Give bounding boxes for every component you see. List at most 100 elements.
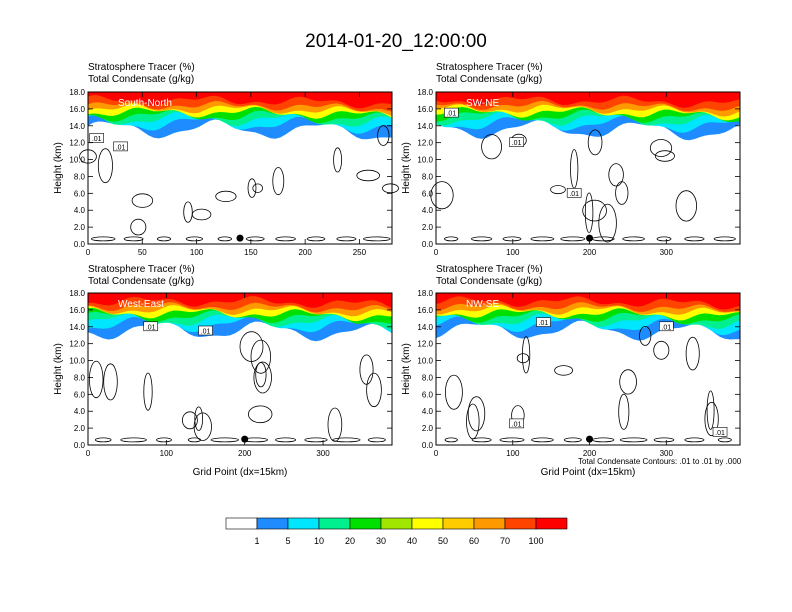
colorbar-label: 40	[407, 536, 417, 546]
colorbar-swatch	[225, 517, 258, 530]
contour-line	[377, 125, 390, 146]
y-tick-label: 8.0	[74, 172, 86, 181]
contour-line	[619, 369, 637, 395]
contour-line	[103, 363, 118, 401]
panel-2-header: Stratosphere Tracer (%) Total Condensate…	[436, 62, 543, 86]
contour-label-box	[659, 321, 674, 332]
contour-line	[587, 129, 603, 156]
colorbar-swatch	[535, 517, 568, 530]
contour-line	[123, 236, 144, 242]
contour-label: .01	[146, 324, 156, 331]
y-tick-label: 18.0	[417, 289, 433, 298]
contour-line	[275, 236, 296, 242]
colorbar-swatch	[380, 517, 413, 530]
y-tick-label: 12.0	[69, 340, 85, 349]
contour-line	[332, 437, 361, 443]
panel-3: .01 .01 West-East 0.0 2.0 4.0 6.0 8.0 10.0 12.0 14…	[53, 289, 393, 478]
y-tick-label: 16.0	[417, 105, 433, 114]
colorbar-label: 30	[376, 536, 386, 546]
y-tick-label: 16.0	[69, 306, 85, 315]
y-tick-label: 0.0	[74, 441, 86, 450]
panel-2-line2: Total Condensate (g/kg)	[436, 74, 543, 85]
y-axis-label: Height (km)	[401, 142, 412, 194]
contour-line	[639, 325, 652, 346]
contour-line	[618, 393, 630, 430]
y-tick-label: 0.0	[74, 240, 86, 249]
contour-label: .01	[539, 320, 549, 327]
colorbar-swatch	[318, 517, 351, 530]
contour-line	[521, 336, 531, 374]
contour-line	[90, 236, 116, 242]
tracer-field	[88, 293, 392, 342]
contour-line	[685, 336, 700, 371]
contour-line	[554, 365, 573, 376]
plot-frame	[435, 292, 741, 446]
y-axis-label: Height (km)	[53, 343, 64, 395]
x-tick-label: 50	[138, 248, 147, 257]
panel-3-line1: Stratosphere Tracer (%)	[88, 264, 195, 275]
contour-line	[333, 147, 343, 173]
y-tick-label: 18.0	[69, 289, 85, 298]
x-tick-label: 300	[660, 449, 674, 458]
panel-direction-label: SW-NE	[466, 98, 499, 109]
x-tick-label: 0	[86, 248, 91, 257]
contour-line	[253, 361, 272, 394]
colorbar-swatch	[504, 517, 537, 530]
contour-line	[181, 411, 198, 430]
colorbar-label: 20	[345, 536, 355, 546]
contour-line	[156, 236, 172, 242]
main-title: 2014-01-20_12:00:00	[305, 31, 487, 52]
contour-line	[430, 181, 454, 210]
contour-label: .01	[201, 329, 211, 336]
panel-direction-label: West-East	[118, 299, 164, 310]
contour-line	[362, 236, 391, 242]
contour-line	[187, 437, 201, 443]
contour-line	[684, 437, 705, 443]
contour-line	[550, 185, 566, 195]
y-axis-label: Height (km)	[401, 343, 412, 395]
colorbar-label: 60	[469, 536, 479, 546]
condensate-contours	[88, 331, 386, 443]
contour-label: .01	[715, 430, 725, 437]
colorbar-swatch	[256, 517, 289, 530]
y-tick-label: 6.0	[74, 189, 86, 198]
contour-line	[336, 236, 357, 242]
x-tick-label: 300	[316, 449, 330, 458]
x-tick-label: 0	[434, 248, 439, 257]
contour-line	[684, 236, 705, 242]
contour-line	[366, 372, 382, 408]
contour-line	[653, 437, 675, 443]
contour-line	[713, 236, 736, 242]
y-tick-label: 14.0	[417, 122, 433, 131]
contour-line	[183, 201, 193, 223]
contour-label: .01	[512, 140, 522, 147]
y-tick-label: 18.0	[69, 88, 85, 97]
contour-line	[649, 139, 673, 157]
y-tick-label: 4.0	[74, 206, 86, 215]
tracer-band	[88, 92, 392, 109]
x-axis-label: Grid Point (dx=15km)	[541, 467, 636, 478]
y-tick-label: 10.0	[69, 156, 85, 165]
panel-1: .01 .01 South-North 0.0 2.0 4.0 6.0 8.0 10.0 12.0…	[53, 88, 399, 257]
contour-line	[156, 437, 172, 443]
plot-frame	[87, 292, 393, 446]
x-tick-label: 200	[238, 449, 252, 458]
y-tick-label: 10.0	[417, 357, 433, 366]
contour-line	[88, 360, 104, 399]
contour-line	[584, 192, 594, 233]
contour-line	[531, 437, 554, 443]
panel-3-line2: Total Condensate (g/kg)	[88, 276, 195, 287]
colorbar-label: 5	[285, 536, 290, 546]
location-marker	[586, 435, 594, 443]
colorbar-swatch	[287, 517, 320, 530]
contour-line	[245, 236, 265, 242]
panel-direction-label: NW-SE	[466, 299, 499, 310]
y-tick-label: 8.0	[74, 373, 86, 382]
tracer-field	[88, 92, 392, 140]
x-tick-label: 300	[660, 248, 674, 257]
y-tick-label: 2.0	[422, 424, 434, 433]
y-tick-label: 2.0	[74, 223, 86, 232]
contour-line	[608, 163, 624, 187]
condensate-contours	[430, 129, 736, 243]
y-tick-label: 4.0	[422, 407, 434, 416]
